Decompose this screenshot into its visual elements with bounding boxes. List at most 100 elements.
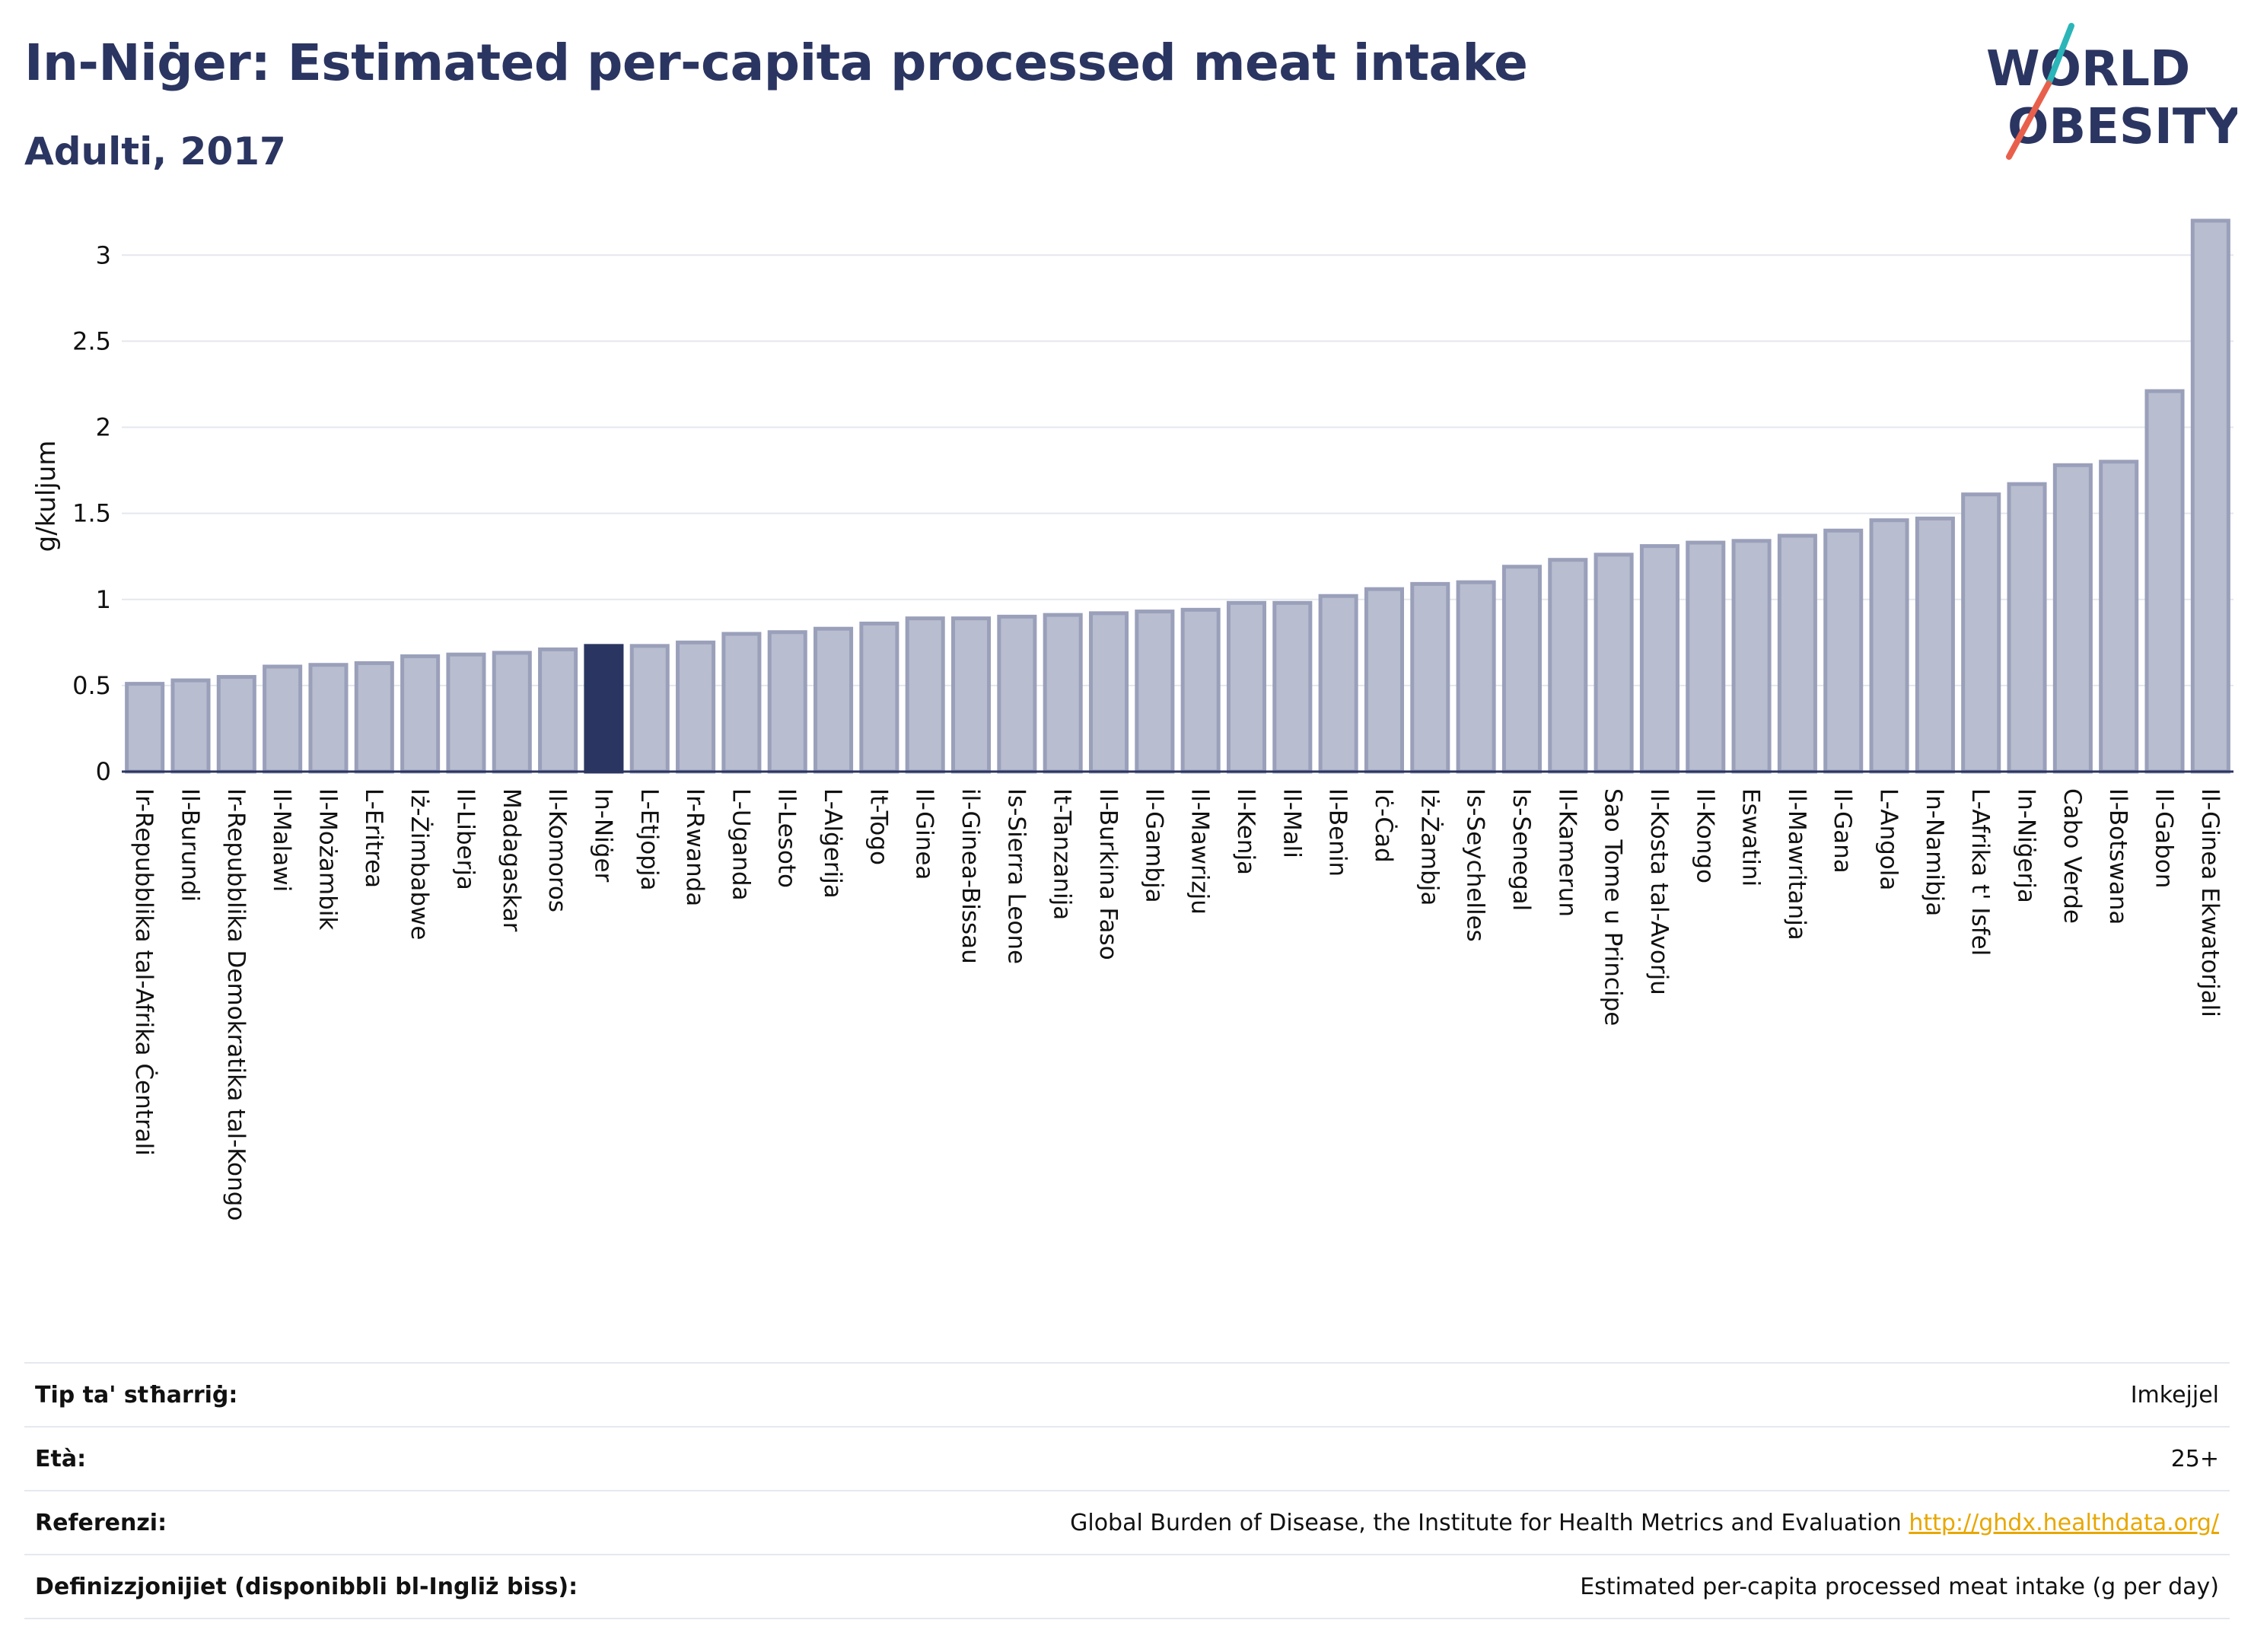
bar xyxy=(905,616,945,774)
bar xyxy=(951,616,992,774)
y-tick-label: 0 xyxy=(96,757,111,786)
world-obesity-logo: WORLD OBESITY xyxy=(1986,23,2237,160)
x-tick-label: It-Togo xyxy=(864,788,892,865)
bar xyxy=(263,664,303,774)
logo-line-2: OBESITY xyxy=(2007,99,2237,155)
x-tick-label: Il-Mali xyxy=(1278,788,1305,858)
x-tick-label: Il-Kongo xyxy=(1691,788,1718,883)
x-tick-label: Iċ-Ċad xyxy=(1370,788,1398,863)
bar xyxy=(1180,607,1221,774)
bar xyxy=(1135,610,1175,774)
bar xyxy=(1043,613,1083,774)
bar xyxy=(2190,218,2230,774)
x-tick-label: Il-Burkina Faso xyxy=(1094,788,1122,960)
bar xyxy=(1318,594,1358,774)
meta-value-definitions: Estimated per-capita processed meat inta… xyxy=(1580,1573,2219,1600)
y-tick-label: 2 xyxy=(96,413,111,442)
bar xyxy=(1777,533,1817,774)
x-tick-label: Ir-Rwanda xyxy=(681,788,708,906)
bar xyxy=(1915,516,1955,774)
metadata-table: Tip ta' stħarriġ: Imkejjel Età: 25+ Refe… xyxy=(24,1362,2230,1619)
x-tick-label: Cabo Verde xyxy=(2058,788,2086,924)
bar xyxy=(629,644,670,774)
x-tick-label: Il-Gambja xyxy=(1140,788,1167,903)
bar xyxy=(1548,558,1588,774)
meta-row-survey-type: Tip ta' stħarriġ: Imkejjel xyxy=(24,1362,2230,1426)
meta-row-age: Età: 25+ xyxy=(24,1426,2230,1490)
y-tick-label: 0.5 xyxy=(72,671,111,700)
bar xyxy=(1501,565,1542,774)
x-tick-label: L-Alġerija xyxy=(819,788,846,899)
x-tick-label: L-Etjopja xyxy=(635,788,663,891)
bar xyxy=(1410,581,1450,774)
meta-value-age: 25+ xyxy=(2170,1445,2219,1472)
logo-line-1: WORLD xyxy=(1986,41,2190,97)
x-tick-label: Il-Kosta tal-Avorju xyxy=(1645,788,1673,995)
x-tick-label: In-Namibja xyxy=(1921,788,1948,916)
bar xyxy=(1823,528,1864,774)
bar xyxy=(1364,587,1404,774)
bar xyxy=(1731,539,1772,774)
meta-label-definitions: Definizzjonijiet (disponibbli bl-Ingliż … xyxy=(35,1573,578,1600)
meta-value-references: Global Burden of Disease, the Institute … xyxy=(1070,1510,2230,1536)
y-tick-label: 1.5 xyxy=(72,499,111,528)
bar xyxy=(125,682,165,774)
x-tick-label: Is-Seychelles xyxy=(1462,788,1489,942)
reference-link[interactable]: http://ghdx.healthdata.org/ xyxy=(1909,1509,2219,1536)
x-tick-label: Sao Tome u Principe xyxy=(1600,788,1627,1026)
bar xyxy=(1226,600,1267,774)
x-tick-label: il-Ginea-Bissau xyxy=(957,788,984,964)
x-tick-label: Madagaskar xyxy=(498,788,525,932)
x-tick-label: Il-Burundi xyxy=(176,788,203,902)
bar xyxy=(1594,552,1634,774)
meta-row-definitions: Definizzjonijiet (disponibbli bl-Ingliż … xyxy=(24,1554,2230,1619)
bar xyxy=(813,626,854,774)
x-tick-label: L-Eritrea xyxy=(360,788,387,888)
x-tick-label: Ir-Repubblika tal-Afrika Ċentrali xyxy=(130,788,158,1156)
y-tick-label: 1 xyxy=(96,585,111,614)
bar xyxy=(721,632,762,774)
x-tick-label: Il-Malawi xyxy=(268,788,295,892)
bar xyxy=(308,663,349,774)
x-tick-label: L-Uganda xyxy=(727,788,754,901)
bar xyxy=(767,630,807,774)
x-tick-label: In-Niġerja xyxy=(2013,788,2040,903)
x-tick-label: L-Afrika t' Isfel xyxy=(1966,788,1994,956)
bar xyxy=(1686,540,1726,774)
x-tick-label: Is-Sierra Leone xyxy=(1002,788,1030,964)
reference-text: Global Burden of Disease, the Institute … xyxy=(1070,1509,1902,1536)
x-tick-label: In-Niġer xyxy=(589,788,616,883)
y-tick-label: 3 xyxy=(96,240,111,269)
x-tick-label: Il-Możambik xyxy=(314,788,341,930)
logo-slash-red xyxy=(2006,81,2052,160)
bar xyxy=(2099,460,2139,774)
x-tick-label: Iż-Żimbabwe xyxy=(406,788,433,940)
y-axis-label: g/kuljum xyxy=(31,441,62,552)
bar xyxy=(2144,389,2185,774)
bar xyxy=(1639,544,1679,774)
bar xyxy=(170,678,211,774)
meta-value-survey-type: Imkejjel xyxy=(2130,1381,2219,1408)
x-tick-label: Il-Kamerun xyxy=(1553,788,1581,917)
x-tick-label: Il-Kenja xyxy=(1232,788,1259,875)
bar xyxy=(2007,482,2047,774)
bar xyxy=(859,621,899,774)
bar xyxy=(1869,518,1909,774)
bar xyxy=(446,652,486,774)
meta-row-references: Referenzi: Global Burden of Disease, the… xyxy=(24,1490,2230,1554)
x-tick-label: L-Angola xyxy=(1875,788,1902,890)
bar xyxy=(997,614,1037,774)
bar-chart: 0 0.5 1 1.5 2 2.5 3 g/kuljum Ir-Repubblika tal-A… xyxy=(31,218,2233,1221)
y-tick-label: 2.5 xyxy=(72,326,111,355)
bar xyxy=(2052,463,2093,774)
bar xyxy=(216,675,256,774)
x-tick-label: Il-Ginea Ekwatorjali xyxy=(2196,788,2224,1017)
x-tick-label: Il-Mawritanja xyxy=(1783,788,1810,941)
bar xyxy=(676,640,716,774)
bar xyxy=(400,654,441,774)
x-tick-label: Il-Gabon xyxy=(2151,788,2178,888)
x-tick-label: Il-Liberja xyxy=(451,788,479,890)
bar xyxy=(492,651,532,774)
x-tick-label: Eswatini xyxy=(1737,788,1765,886)
x-tick-label: Ir-Repubblika Demokratika tal-Kongo xyxy=(222,788,250,1221)
